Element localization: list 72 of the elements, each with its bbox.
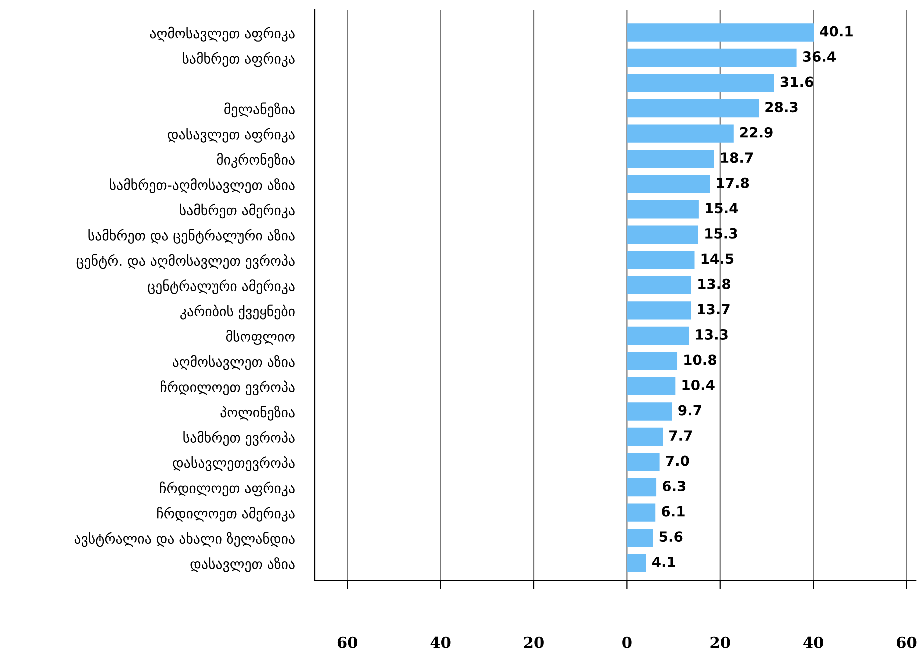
data-label: 7.7 (670, 430, 692, 441)
data-label: 17.8 (717, 178, 750, 188)
x-tick-label: 20 (710, 636, 730, 648)
data-label: 36.4 (803, 52, 836, 62)
y-tick-label: აღმოსავლეთ აზია (173, 355, 295, 370)
data-label: 5.6 (660, 532, 683, 542)
x-tick-label: 60 (897, 636, 917, 648)
bar (627, 175, 710, 194)
bar (627, 478, 657, 497)
y-tick-label: ჩრდილოეთ აფრიკა (160, 482, 295, 497)
y-tick-label: ავსტრალია და ახალი ზელანდია (74, 532, 295, 548)
y-tick-label: კარიბის ქვეყნები (180, 304, 295, 320)
data-label: 22.9 (740, 127, 773, 138)
y-tick-label: სამხრეთ აფრიკა (183, 52, 295, 68)
y-tick-label: ცენტრალური ამერიკა (148, 280, 295, 294)
y-tick-label: მსოფლიო (226, 330, 295, 346)
data-label: 7.0 (666, 456, 690, 466)
bar (627, 200, 699, 219)
data-label: 9.7 (678, 405, 702, 416)
bar (627, 504, 656, 522)
y-tick-label: სამხრეთ ამერიკა (180, 204, 295, 219)
bar (627, 150, 714, 168)
y-tick-label: მიკრონეზია (217, 153, 295, 168)
y-tick-label: ჩრდილოეთ ამერიკა (158, 506, 295, 522)
data-label: 6.1 (662, 506, 685, 517)
bar (627, 402, 672, 421)
y-tick-label: ჩრდილოეთ ევროპა (161, 380, 295, 396)
data-label: 15.4 (706, 203, 738, 214)
bar (627, 48, 797, 68)
data-label: 4.1 (652, 557, 676, 568)
x-tick-label: 20 (524, 636, 544, 648)
x-tick-label: 40 (804, 636, 824, 648)
data-label: 15.3 (706, 228, 738, 239)
y-tick-label: დასავლეთევროპა (173, 456, 295, 472)
bar (627, 24, 814, 42)
x-tick-label: 40 (430, 636, 451, 648)
data-label: 28.3 (766, 102, 798, 113)
bar (627, 276, 692, 294)
data-label: 31.6 (780, 76, 814, 88)
data-label: 10.8 (684, 354, 716, 366)
y-tick-label: დასავლეთ აფრიკა (168, 128, 295, 143)
bar (627, 554, 646, 572)
y-tick-label: ცენტრ. და აღმოსავლეთ ევროპა (76, 254, 295, 270)
y-tick-label: დასავლეთ აზია (190, 557, 295, 572)
y-tick-label: აღმოსავლეთ აფრიკა (150, 26, 295, 42)
data-label: 13.7 (698, 304, 730, 315)
data-label: 18.7 (721, 152, 754, 164)
y-tick-label: მელანეზია (224, 102, 295, 118)
bar (627, 251, 695, 270)
y-tick-label: სამხრეთ ევროპა (184, 431, 295, 446)
y-tick-label: სამხრეთ და ცენტრალური აზია (88, 229, 295, 244)
bar (627, 124, 734, 143)
data-label: 40.1 (820, 26, 853, 37)
bar (627, 352, 678, 370)
bar (627, 74, 774, 92)
data-label: 6.3 (662, 481, 686, 492)
data-label: 13.8 (698, 278, 730, 290)
bar (627, 326, 690, 346)
bar (627, 226, 698, 244)
x-tick-label: 0 (622, 636, 632, 648)
bar (627, 302, 692, 320)
y-tick-label: პოლინეზია (220, 406, 295, 421)
bar (627, 428, 664, 446)
y-tick-label: სამხრეთ-აღმოსავლეთ აზია (110, 178, 295, 194)
bar (627, 99, 760, 118)
x-tick-label: 60 (338, 636, 358, 648)
bar (627, 528, 654, 548)
bar (627, 377, 676, 396)
data-label: 14.5 (702, 254, 734, 264)
bar (627, 453, 660, 472)
data-label: 13.3 (696, 329, 728, 340)
data-label: 10.4 (682, 380, 715, 390)
